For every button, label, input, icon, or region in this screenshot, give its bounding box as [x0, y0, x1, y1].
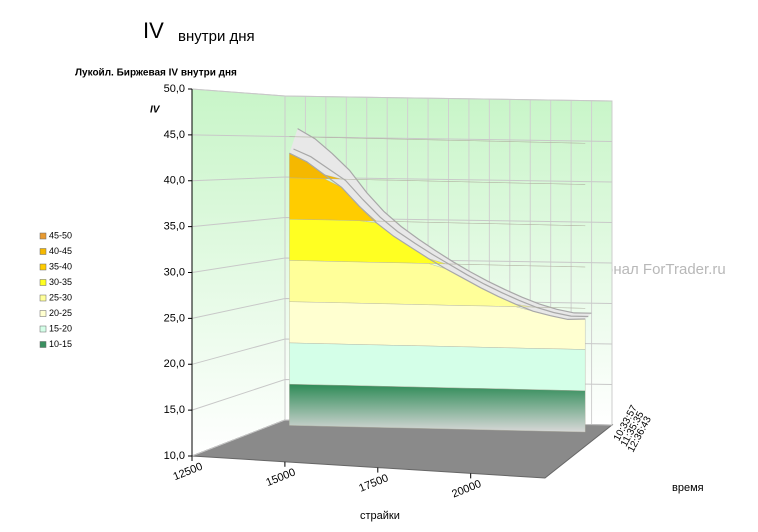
- legend-swatch: [39, 294, 47, 302]
- legend-swatch: [39, 325, 47, 333]
- y-tick-label: 45,0: [164, 129, 185, 141]
- legend-swatch: [39, 279, 47, 286]
- watermark: Журнал ForTrader.ru: [584, 261, 726, 278]
- legend-label: 10-15: [49, 339, 72, 349]
- x-tick-label: 20000: [450, 478, 483, 501]
- legend-label: 20-25: [49, 308, 72, 318]
- page-title: IV: [143, 18, 164, 43]
- surface-band: [289, 383, 586, 433]
- legend-label: 30-35: [49, 277, 72, 287]
- z-axis-label: время: [672, 482, 704, 494]
- grid-line: [191, 134, 613, 142]
- y-axis-label: IV: [150, 105, 161, 116]
- y-tick-label: 35,0: [164, 221, 185, 233]
- legend-swatch: [39, 232, 47, 240]
- grid-line: [191, 216, 613, 228]
- legend-swatch: [39, 263, 47, 271]
- legend-swatch: [39, 248, 47, 255]
- x-tick-label: 12500: [172, 461, 205, 484]
- surface-band: [289, 136, 586, 144]
- legend-label: 15-20: [49, 323, 72, 333]
- surface-band: [289, 152, 586, 185]
- surface-band: [289, 342, 586, 392]
- legend-label: 45-50: [49, 230, 72, 240]
- y-tick-label: 50,0: [164, 83, 185, 95]
- chart-title: Лукойл. Биржевая IV внутри дня: [75, 68, 237, 79]
- plot-area: 10,0 15,0 20,0 25,0 30,0 35,0 40,0 45,0 50,0 1250…: [164, 83, 655, 501]
- legend-label: 35-40: [49, 261, 72, 271]
- x-tick-label: 17500: [357, 472, 390, 495]
- left-wall: [191, 88, 286, 457]
- y-tick-label: 15,0: [164, 404, 185, 416]
- x-axis-label: страйки: [360, 510, 400, 522]
- y-tick-label: 40,0: [164, 175, 185, 187]
- surface-band: [289, 177, 586, 226]
- y-tick-label: 10,0: [164, 450, 185, 462]
- y-tick-label: 30,0: [164, 266, 185, 278]
- surface-line: [293, 148, 589, 318]
- surface-line: [297, 128, 592, 314]
- grid-line: [191, 176, 613, 183]
- legend-label: 40-45: [49, 246, 72, 256]
- legend-swatch: [39, 341, 47, 348]
- surface-line: [289, 152, 586, 321]
- y-tick-label: 25,0: [164, 312, 185, 324]
- legend-swatch: [39, 310, 47, 317]
- x-tick-label: 15000: [264, 466, 297, 489]
- y-tick-label: 20,0: [164, 358, 185, 370]
- surface-top: [289, 128, 592, 320]
- page-subtitle: внутри дня: [178, 28, 255, 45]
- grid-line: [191, 257, 613, 273]
- legend-label: 25-30: [49, 292, 72, 302]
- grid-line: [191, 88, 613, 102]
